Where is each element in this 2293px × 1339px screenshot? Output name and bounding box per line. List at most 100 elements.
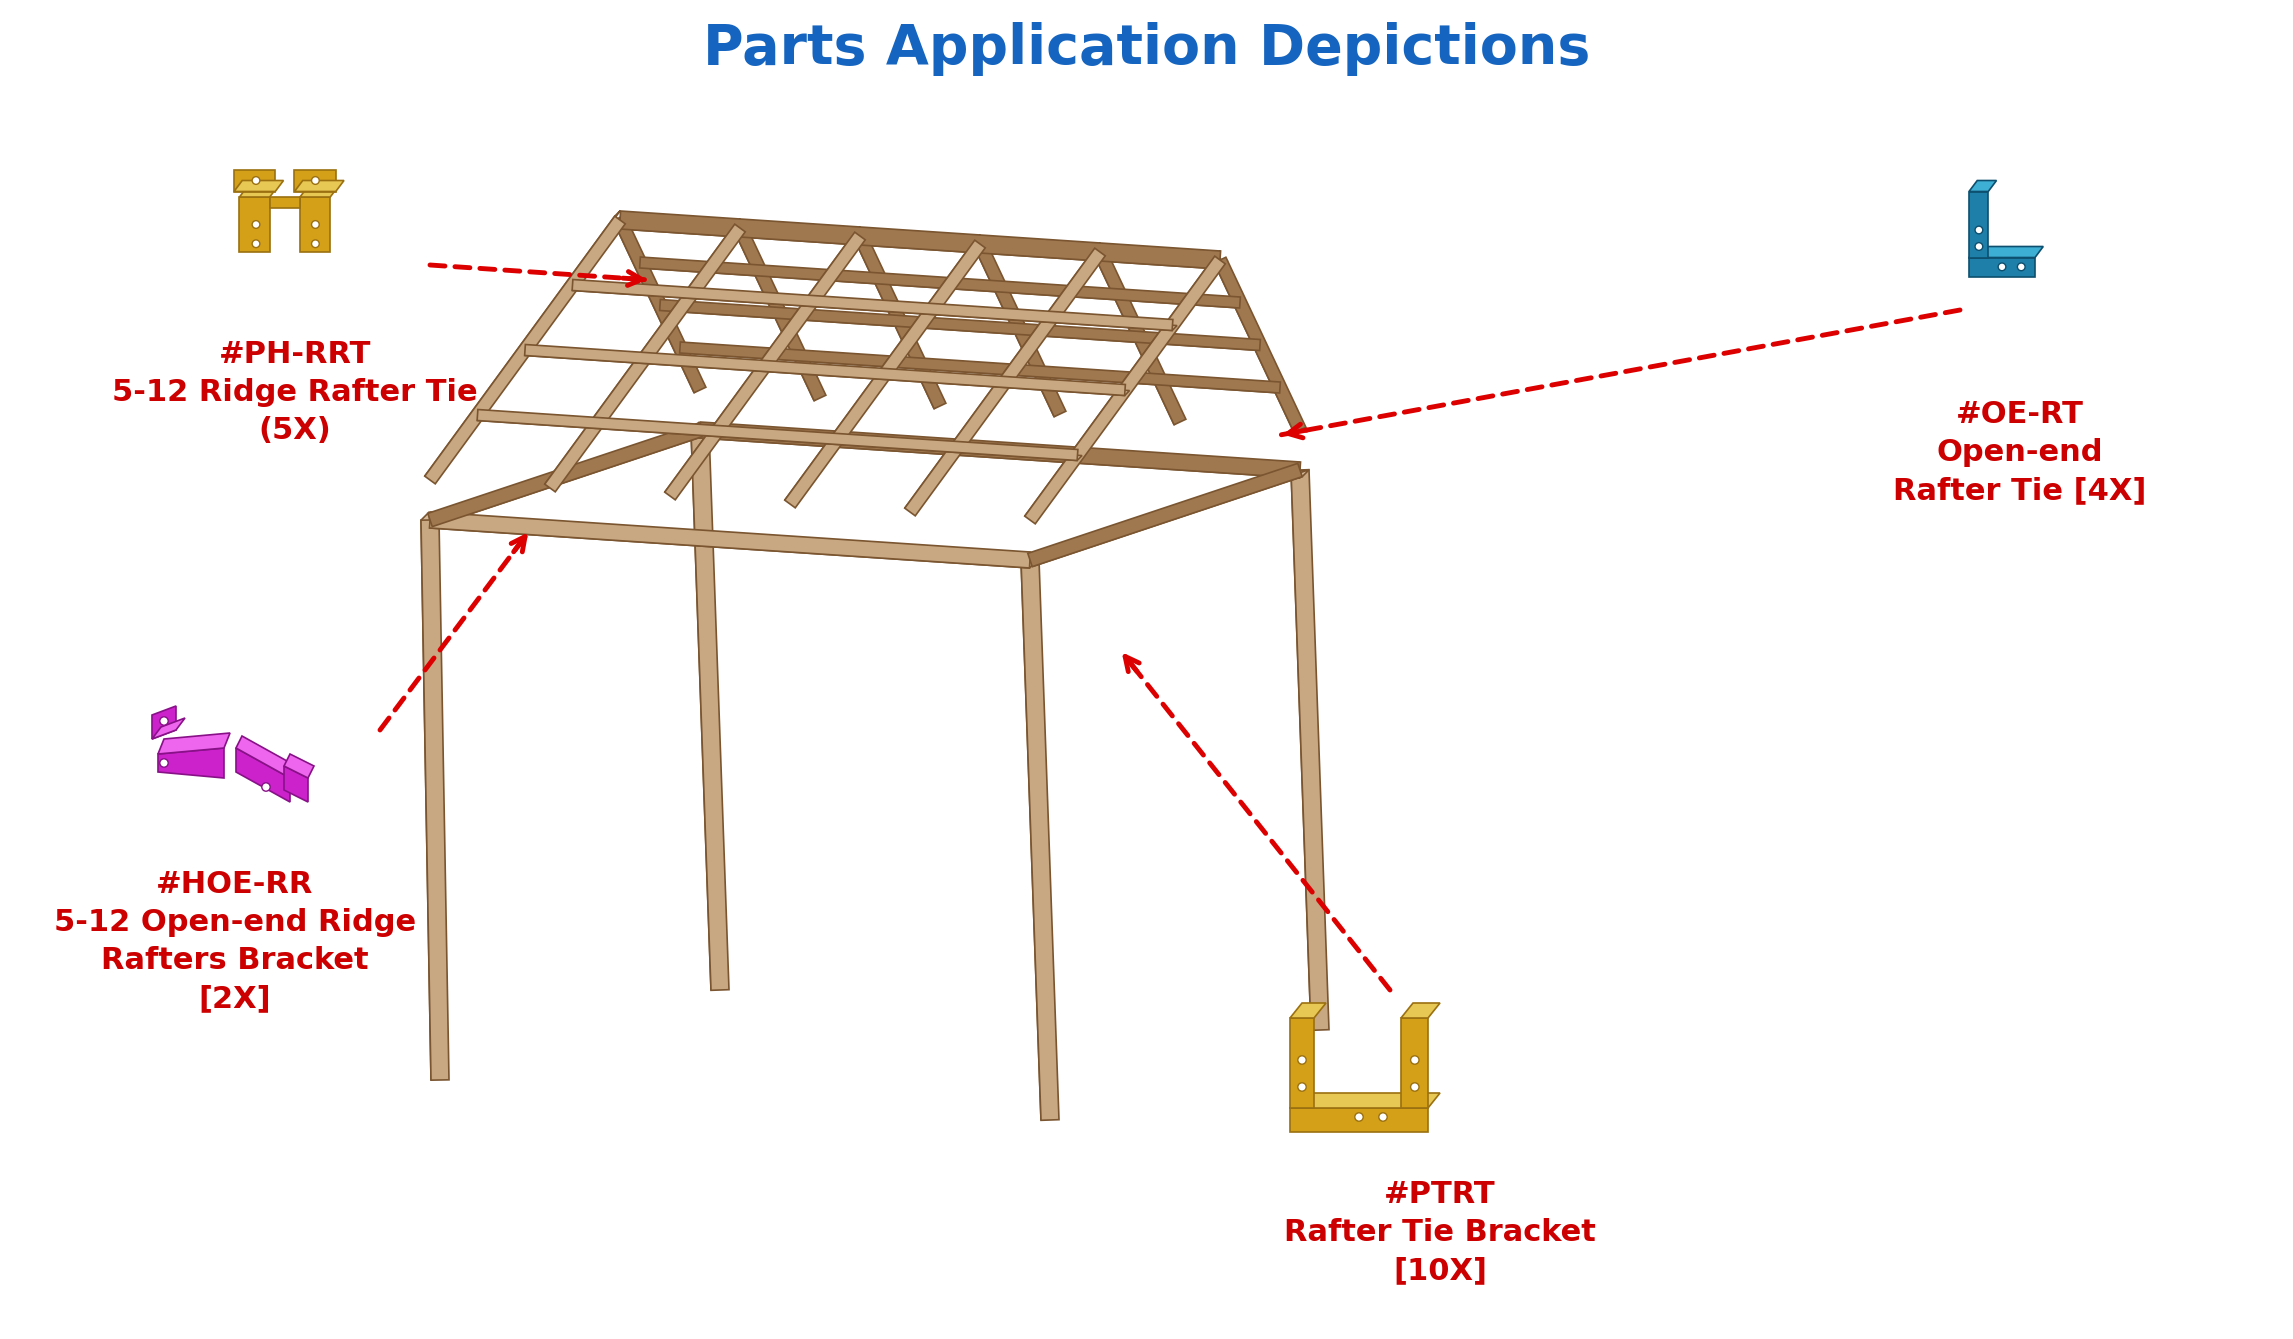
Polygon shape — [1970, 257, 2034, 277]
Polygon shape — [477, 415, 1082, 461]
Circle shape — [312, 240, 319, 248]
Polygon shape — [1025, 250, 1220, 516]
Polygon shape — [1291, 470, 1330, 1030]
Circle shape — [252, 221, 259, 229]
Polygon shape — [1094, 249, 1179, 424]
Polygon shape — [158, 732, 229, 754]
Polygon shape — [236, 749, 289, 802]
Text: #PTRT
Rafter Tie Bracket
[10X]: #PTRT Rafter Tie Bracket [10X] — [1284, 1180, 1596, 1285]
Circle shape — [1355, 1113, 1364, 1121]
Polygon shape — [546, 224, 745, 491]
Polygon shape — [151, 706, 177, 739]
Polygon shape — [615, 217, 699, 392]
Polygon shape — [431, 430, 709, 526]
Polygon shape — [271, 197, 300, 208]
Circle shape — [1974, 242, 1983, 250]
Polygon shape — [158, 749, 225, 778]
Polygon shape — [690, 422, 720, 991]
Polygon shape — [1020, 552, 1050, 1121]
Polygon shape — [300, 186, 339, 197]
Circle shape — [161, 759, 167, 767]
Polygon shape — [525, 351, 1130, 395]
Polygon shape — [1401, 1003, 1440, 1018]
Text: #HOE-RR
5-12 Open-end Ridge
Rafters Bracket
[2X]: #HOE-RR 5-12 Open-end Ridge Rafters Brac… — [55, 870, 415, 1014]
Polygon shape — [294, 181, 344, 191]
Polygon shape — [525, 344, 1126, 395]
Polygon shape — [1970, 191, 1988, 257]
Polygon shape — [294, 170, 335, 191]
Polygon shape — [975, 241, 1066, 416]
Text: #OE-RT
Open-end
Rafter Tie [4X]: #OE-RT Open-end Rafter Tie [4X] — [1894, 400, 2146, 505]
Polygon shape — [573, 280, 1172, 331]
Polygon shape — [1032, 470, 1309, 566]
Polygon shape — [422, 520, 449, 1081]
Polygon shape — [665, 232, 864, 499]
Circle shape — [1298, 1055, 1307, 1065]
Polygon shape — [1094, 249, 1185, 424]
Polygon shape — [640, 257, 1241, 308]
Polygon shape — [1970, 181, 1997, 191]
Polygon shape — [615, 217, 706, 392]
Polygon shape — [429, 521, 1036, 568]
Circle shape — [1997, 262, 2006, 270]
Polygon shape — [573, 285, 1176, 331]
Circle shape — [252, 177, 259, 185]
Polygon shape — [1970, 246, 2043, 257]
Polygon shape — [975, 241, 1059, 416]
Circle shape — [1410, 1083, 1419, 1091]
Polygon shape — [619, 212, 1220, 269]
Polygon shape — [784, 240, 986, 507]
Text: #PH-RRT
5-12 Ridge Rafter Tie
(5X): #PH-RRT 5-12 Ridge Rafter Tie (5X) — [112, 340, 477, 446]
Polygon shape — [906, 248, 1105, 516]
Polygon shape — [660, 300, 1261, 351]
Polygon shape — [238, 186, 277, 197]
Polygon shape — [699, 431, 1307, 478]
Circle shape — [312, 177, 319, 185]
Polygon shape — [1213, 257, 1307, 432]
Circle shape — [261, 783, 271, 791]
Circle shape — [161, 716, 167, 726]
Polygon shape — [429, 511, 1030, 568]
Text: Parts Application Depictions: Parts Application Depictions — [704, 21, 1589, 76]
Polygon shape — [679, 341, 1279, 392]
Polygon shape — [734, 225, 825, 400]
Polygon shape — [660, 305, 1263, 351]
Polygon shape — [619, 221, 1227, 269]
Polygon shape — [853, 233, 940, 408]
Polygon shape — [422, 511, 440, 1081]
Polygon shape — [284, 754, 314, 778]
Polygon shape — [300, 197, 330, 252]
Polygon shape — [1291, 462, 1318, 1030]
Polygon shape — [690, 430, 729, 991]
Polygon shape — [665, 226, 860, 493]
Polygon shape — [1027, 463, 1302, 566]
Polygon shape — [238, 197, 271, 252]
Polygon shape — [784, 234, 981, 501]
Circle shape — [1974, 226, 1983, 234]
Circle shape — [2018, 262, 2025, 270]
Polygon shape — [429, 423, 702, 526]
Polygon shape — [151, 718, 186, 739]
Circle shape — [1410, 1055, 1419, 1065]
Polygon shape — [546, 218, 741, 485]
Polygon shape — [1213, 257, 1300, 432]
Circle shape — [1378, 1113, 1387, 1121]
Polygon shape — [234, 181, 284, 191]
Polygon shape — [424, 210, 621, 477]
Polygon shape — [477, 410, 1078, 461]
Polygon shape — [640, 262, 1245, 308]
Polygon shape — [1291, 1018, 1314, 1107]
Polygon shape — [1401, 1018, 1429, 1107]
Polygon shape — [906, 242, 1101, 509]
Polygon shape — [1020, 560, 1059, 1121]
Polygon shape — [679, 348, 1284, 392]
Polygon shape — [234, 170, 275, 191]
Polygon shape — [236, 736, 296, 778]
Polygon shape — [853, 233, 947, 408]
Polygon shape — [1291, 1003, 1325, 1018]
Polygon shape — [734, 225, 819, 400]
Polygon shape — [424, 216, 626, 483]
Polygon shape — [1025, 256, 1224, 524]
Polygon shape — [699, 422, 1300, 478]
Polygon shape — [284, 766, 307, 802]
